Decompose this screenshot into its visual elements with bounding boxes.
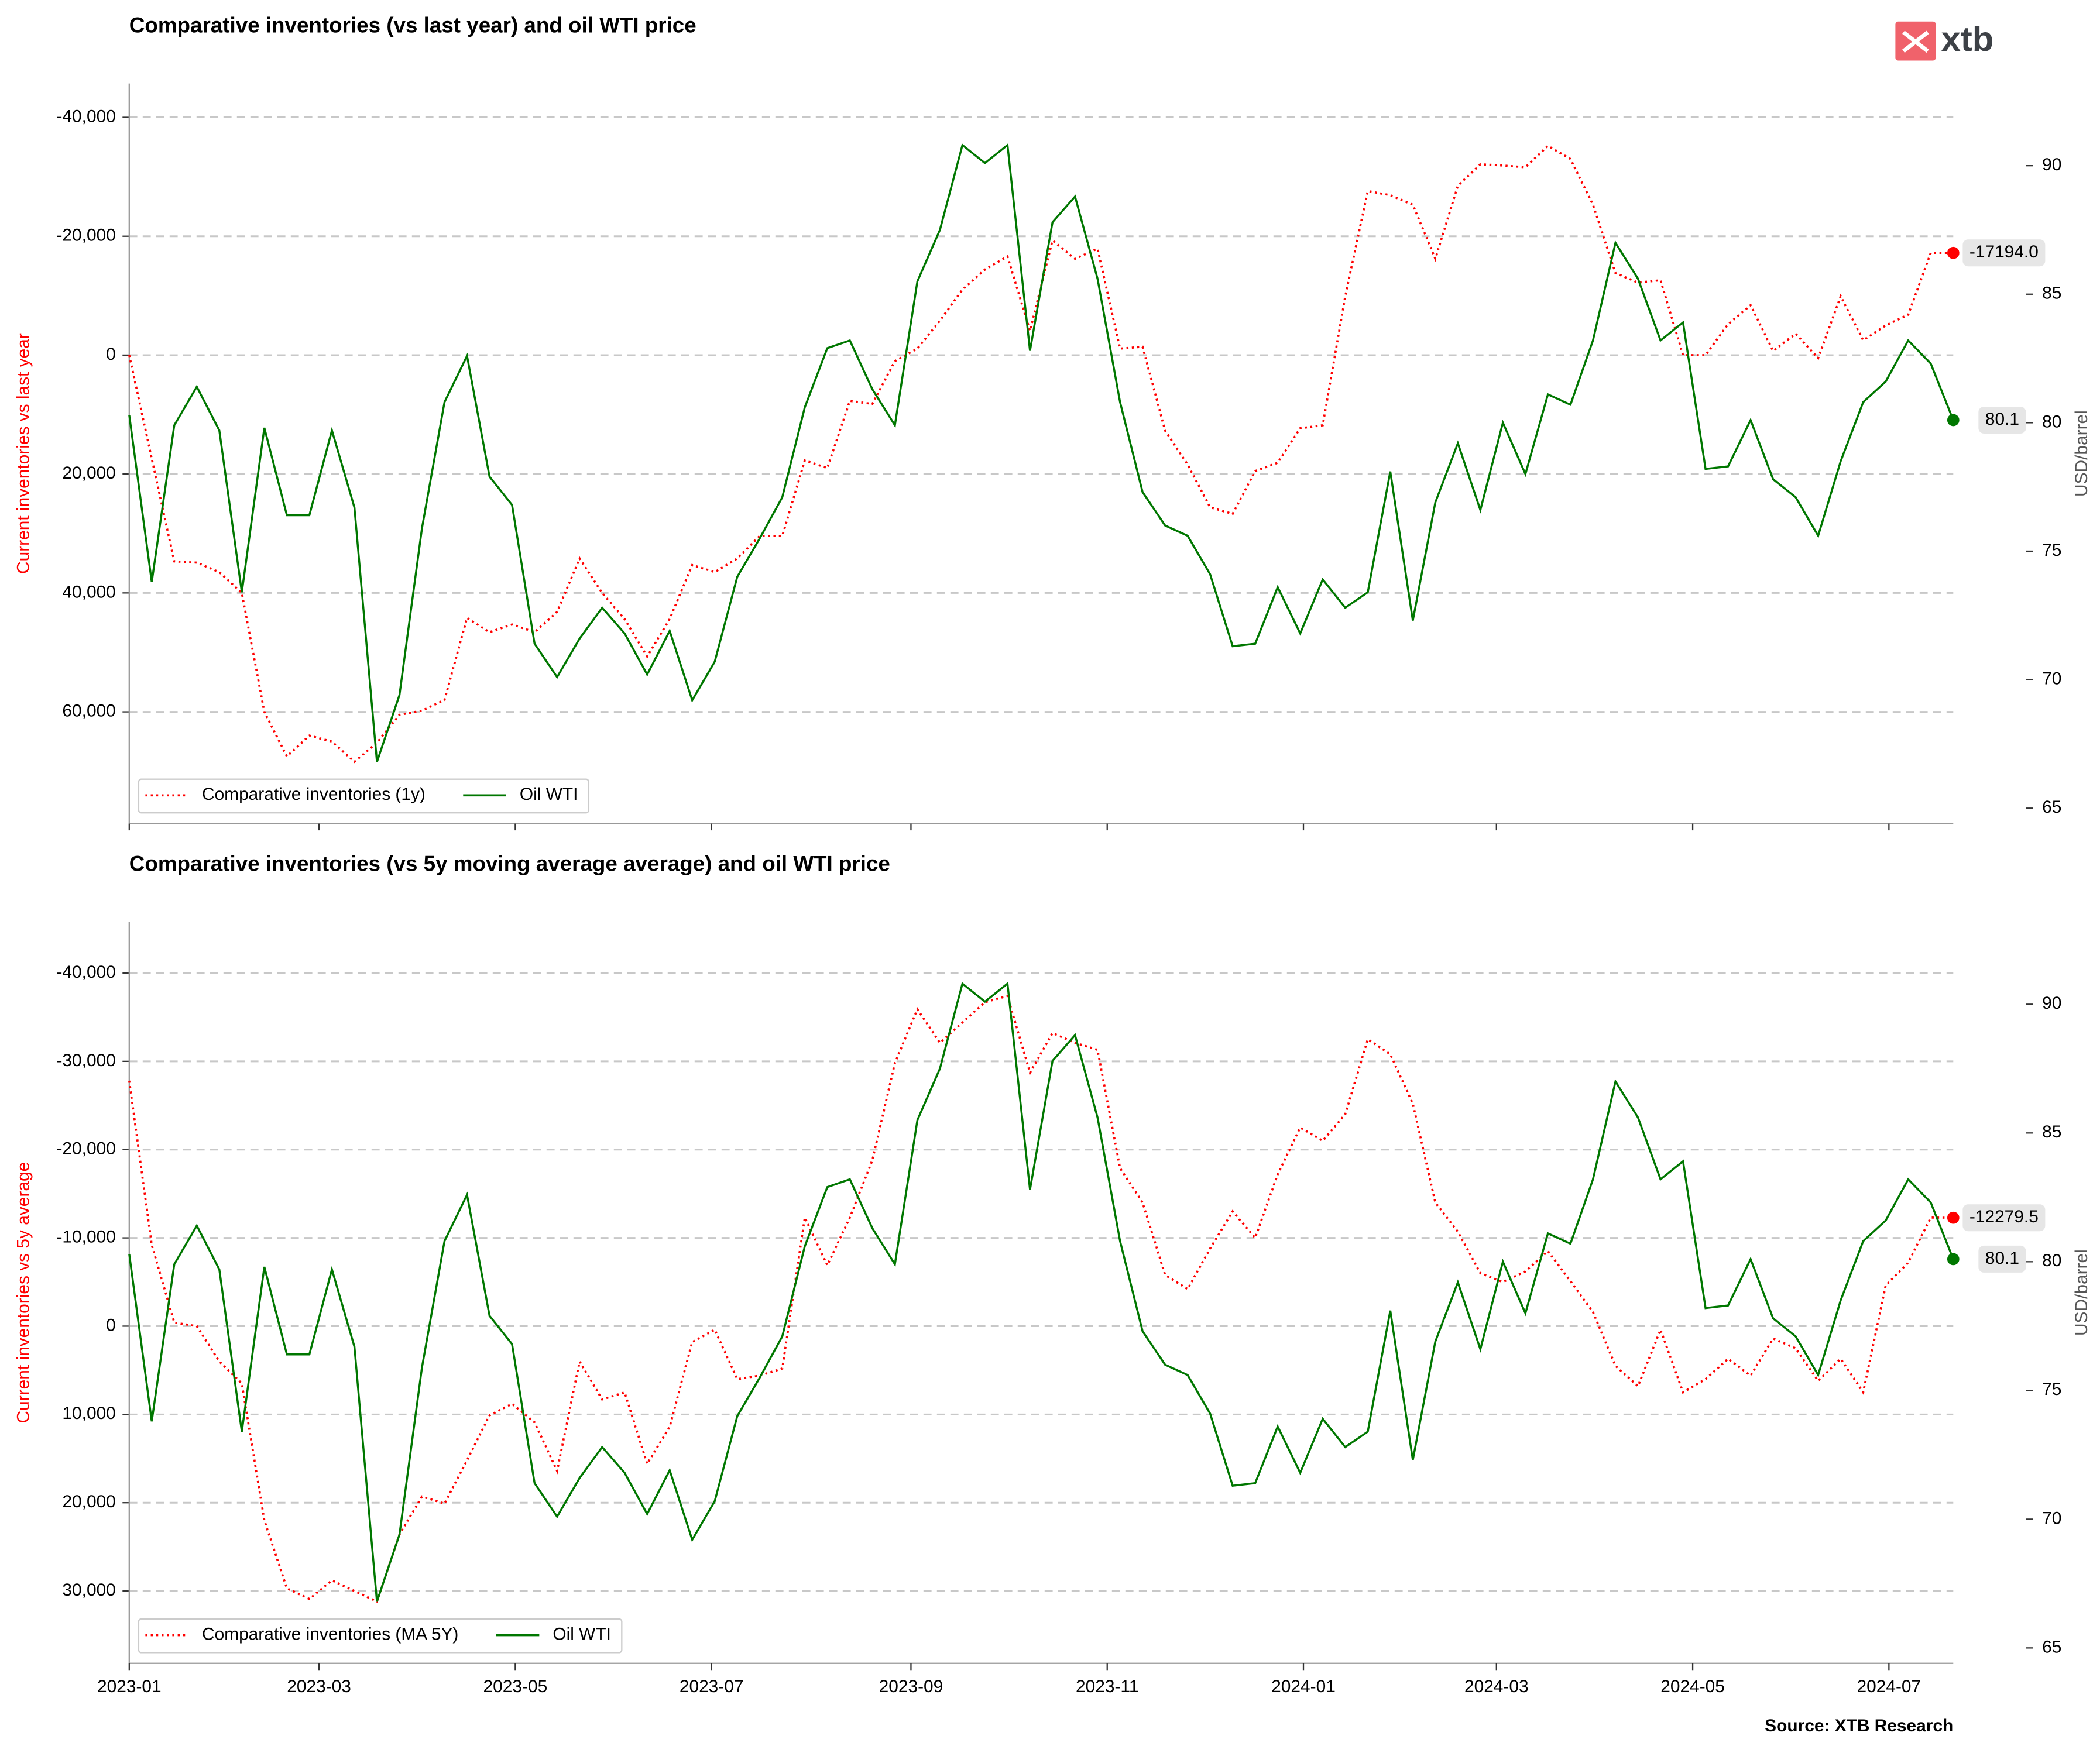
x-tick-label: 2024-01 xyxy=(1271,1677,1336,1696)
value-label-text: -12279.5 xyxy=(1969,1207,2039,1226)
legend-box xyxy=(138,778,590,814)
value-label-text: 80.1 xyxy=(1985,1249,2019,1268)
series-line xyxy=(128,981,1954,1602)
y2-tick-label: 85 xyxy=(2042,1122,2061,1142)
y-tick-label: -30,000 xyxy=(56,1051,115,1070)
last-point xyxy=(1947,414,1960,427)
legend-box xyxy=(138,1618,623,1654)
y-tick-label: 60,000 xyxy=(62,701,115,720)
y2-tick-label: 80 xyxy=(2042,1251,2061,1270)
last-point xyxy=(1947,1253,1960,1266)
panel-title: Comparative inventories (vs 5y moving av… xyxy=(129,852,890,876)
x-tick-label: 2024-03 xyxy=(1464,1677,1529,1696)
series-line xyxy=(128,143,1954,762)
y2-tick-label: 65 xyxy=(2042,798,2061,817)
legend-label: Oil WTI xyxy=(520,785,578,804)
y2-tick-label: 80 xyxy=(2042,412,2061,431)
x-tick-label: 2024-05 xyxy=(1660,1677,1725,1696)
logo-icon xyxy=(1902,30,1929,53)
y-tick-label: -40,000 xyxy=(56,106,115,126)
y2-tick-label: 75 xyxy=(2042,1380,2061,1399)
y-tick-label: 0 xyxy=(106,345,116,364)
legend: Comparative inventories (1y) Oil WTI xyxy=(138,778,590,814)
legend: Comparative inventories (MA 5Y) Oil WTI xyxy=(138,1618,623,1654)
value-label-box xyxy=(1962,239,2046,267)
x-tick-label: 2023-11 xyxy=(1076,1677,1138,1696)
y-tick-label: 20,000 xyxy=(62,1492,115,1511)
value-label: -12279.5 xyxy=(1962,1204,2046,1232)
y2-axis-label: USD/barrel xyxy=(2072,410,2091,497)
x-tick-label: 2023-09 xyxy=(879,1677,943,1696)
y-tick-label: 10,000 xyxy=(62,1404,115,1423)
value-label: 80.1 xyxy=(1978,1245,2026,1273)
y-tick-label: 0 xyxy=(106,1315,116,1335)
logo: xtb xyxy=(1895,19,1994,61)
x-tick-label: 2023-01 xyxy=(97,1677,162,1696)
legend-label: Comparative inventories (MA 5Y) xyxy=(202,1624,458,1644)
y-tick-label: 20,000 xyxy=(62,463,115,483)
y-tick-label: -10,000 xyxy=(56,1227,115,1246)
value-label-box xyxy=(1962,1204,2046,1232)
y-axis-label: Current inventories vs 5y average xyxy=(13,1162,33,1424)
value-label-box xyxy=(1978,1245,2026,1273)
y2-tick-label: 70 xyxy=(2042,1508,2061,1528)
value-label-text: -17194.0 xyxy=(1969,242,2039,262)
logo-text: xtb xyxy=(1941,19,1994,59)
x-tick-label: 2023-07 xyxy=(680,1677,744,1696)
value-label: -17194.0 xyxy=(1962,239,2046,267)
x-tick-label: 2023-05 xyxy=(483,1677,548,1696)
x-tick-label: 2023-03 xyxy=(287,1677,351,1696)
last-point xyxy=(1947,246,1960,259)
last-point xyxy=(1947,1211,1960,1224)
y2-tick-label: 90 xyxy=(2042,994,2061,1013)
y2-tick-label: 90 xyxy=(2042,155,2061,174)
y2-tick-label: 65 xyxy=(2042,1637,2061,1656)
panel-title: Comparative inventories (vs last year) a… xyxy=(129,13,696,37)
y-tick-label: -40,000 xyxy=(56,963,115,982)
y-tick-label: 30,000 xyxy=(62,1580,115,1600)
y-tick-label: -20,000 xyxy=(56,226,115,245)
x-tick-label: 2024-07 xyxy=(1857,1677,1921,1696)
y2-tick-label: 75 xyxy=(2042,541,2061,560)
legend-label: Oil WTI xyxy=(553,1624,611,1644)
y-tick-label: 40,000 xyxy=(62,582,115,602)
y-tick-label: -20,000 xyxy=(56,1139,115,1159)
series-line xyxy=(128,994,1954,1603)
y2-tick-label: 85 xyxy=(2042,284,2061,303)
value-label-box xyxy=(1978,406,2026,434)
legend-label: Comparative inventories (1y) xyxy=(202,785,426,804)
y-axis-label: Current inventories vs last year xyxy=(13,333,33,574)
value-label: 80.1 xyxy=(1978,406,2026,434)
source: Source: XTB Research xyxy=(1765,1716,1953,1735)
y2-axis-label: USD/barrel xyxy=(2072,1249,2091,1336)
y2-tick-label: 70 xyxy=(2042,669,2061,689)
value-label-text: 80.1 xyxy=(1985,410,2019,429)
